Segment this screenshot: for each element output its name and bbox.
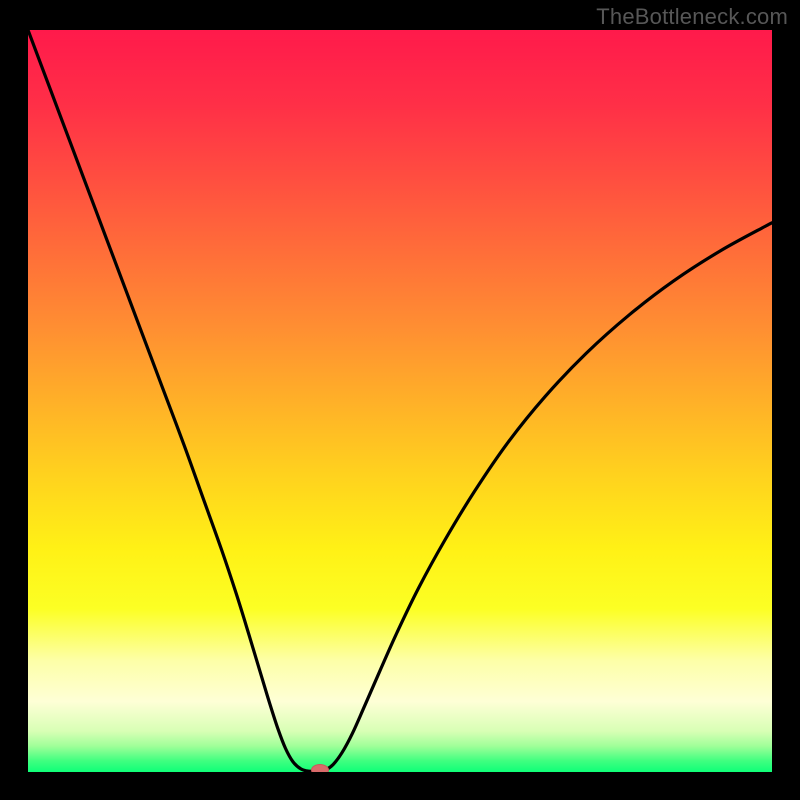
watermark-text: TheBottleneck.com (596, 4, 788, 30)
bottleneck-curve (28, 30, 772, 772)
plot-area (28, 30, 772, 772)
frame-right (772, 0, 800, 800)
frame-bottom (0, 772, 800, 800)
frame-left (0, 0, 28, 800)
optimum-marker (311, 764, 329, 772)
